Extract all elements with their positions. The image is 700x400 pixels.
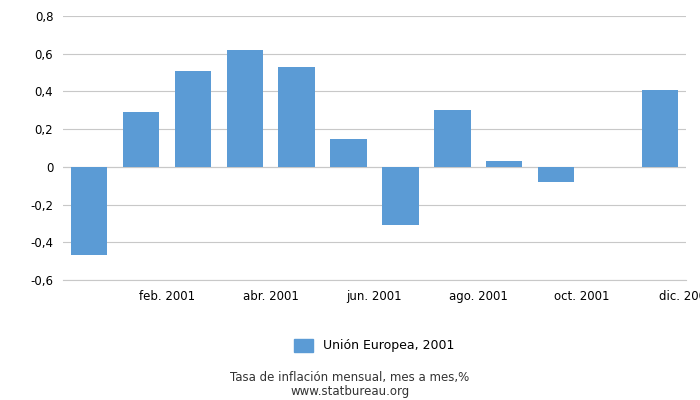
Bar <box>279 67 315 167</box>
Legend: Unión Europea, 2001: Unión Europea, 2001 <box>289 334 460 357</box>
Bar <box>434 110 470 167</box>
Text: Tasa de inflación mensual, mes a mes,%: Tasa de inflación mensual, mes a mes,% <box>230 372 470 384</box>
Bar <box>330 138 367 167</box>
Bar <box>227 50 263 167</box>
Text: www.statbureau.org: www.statbureau.org <box>290 385 410 398</box>
Bar <box>382 167 419 225</box>
Bar <box>174 71 211 167</box>
Bar <box>486 161 522 167</box>
Bar <box>71 167 107 256</box>
Bar <box>538 167 575 182</box>
Bar <box>642 90 678 167</box>
Bar <box>122 112 159 167</box>
